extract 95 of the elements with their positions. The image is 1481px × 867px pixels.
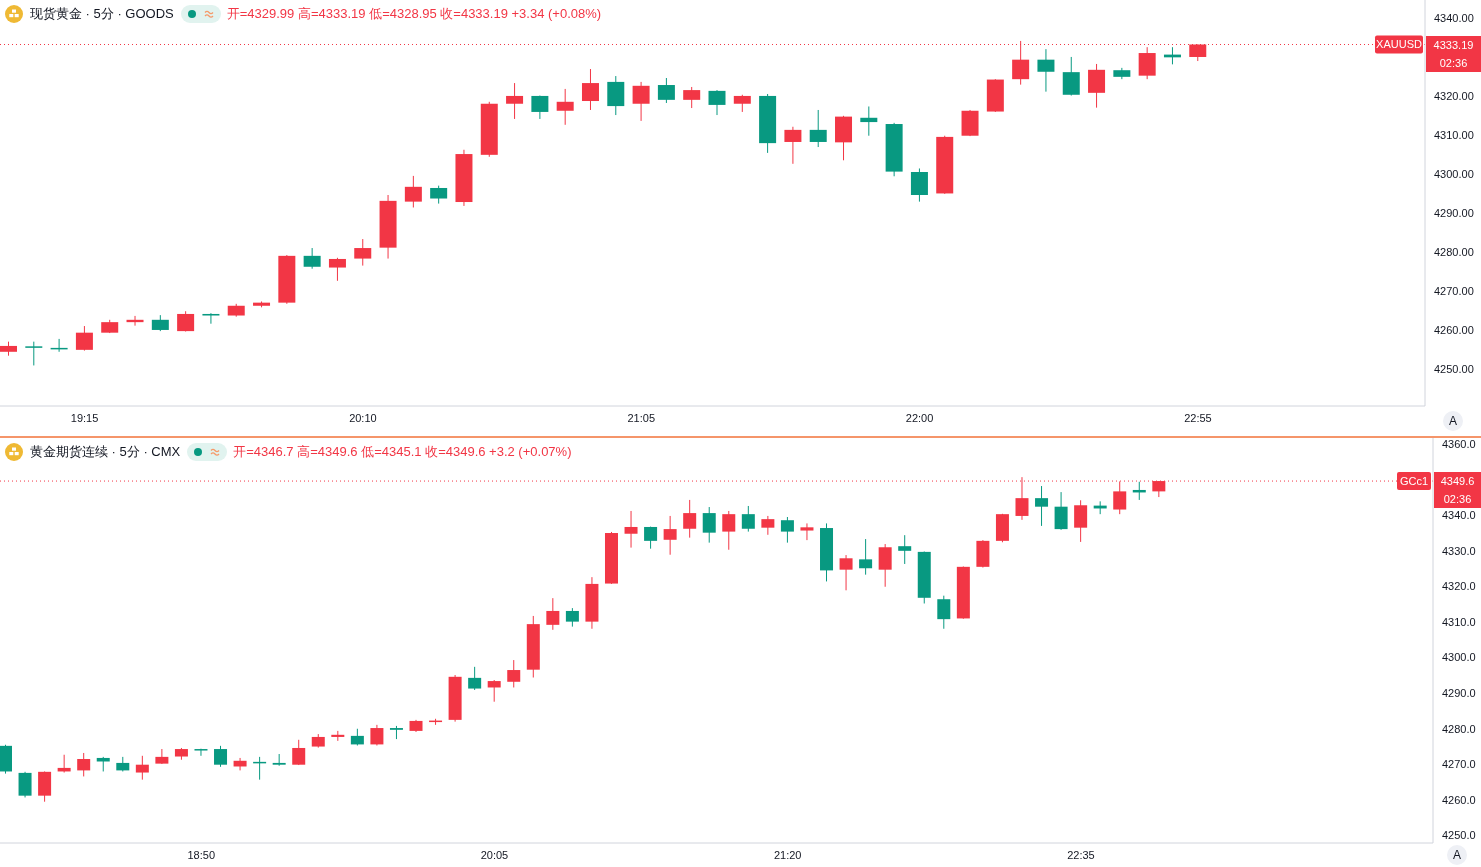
candlestick: [780, 516, 794, 544]
y-tick-label: 4310.0: [1442, 615, 1476, 628]
candlestick: [404, 175, 422, 208]
y-tick-label: 4340.0: [1442, 509, 1476, 522]
candlestick: [1054, 491, 1068, 531]
candlestick: [860, 105, 878, 137]
y-tick-label: 4290.00: [1434, 206, 1474, 219]
ref-line-label: GCc1: [1399, 474, 1429, 487]
candlestick: [328, 257, 346, 282]
candlestick: [214, 745, 228, 768]
candlestick: [910, 167, 928, 203]
x-tick-label: 20:10: [349, 411, 377, 424]
y-tick-label: 4270.00: [1434, 284, 1474, 297]
candlestick: [155, 748, 169, 765]
candlestick: [194, 748, 208, 757]
candlestick: [303, 247, 321, 270]
text: 4349.6: [1434, 472, 1481, 491]
auto-scale-button: A: [1447, 845, 1467, 865]
candlestick: [683, 499, 697, 539]
text: 02:36: [1426, 53, 1481, 72]
candlestick: [135, 755, 149, 781]
candlestick: [292, 739, 306, 766]
candlestick: [468, 666, 482, 691]
candlestick: [507, 659, 521, 688]
candlestick: [741, 505, 755, 533]
candlestick: [839, 554, 853, 591]
candlestick: [683, 86, 701, 109]
y-tick-label: 4300.00: [1434, 167, 1474, 180]
candlestick: [565, 607, 579, 628]
x-tick-label: 21:05: [627, 411, 656, 424]
text: 开=4329.99 高=4333.19 低=4328.95 收=4333.19 +3.34 (+0.08%): [226, 5, 602, 23]
candlestick: [702, 506, 716, 544]
candlestick: [632, 81, 650, 122]
y-tick-label: 4310.00: [1434, 128, 1474, 141]
candlestick: [657, 77, 675, 104]
candlestick: [761, 515, 775, 536]
x-tick-label: 19:15: [70, 411, 99, 424]
candlestick: [177, 310, 195, 333]
candlestick: [937, 595, 951, 630]
candlestick: [1074, 499, 1088, 543]
y-tick-label: 4340.00: [1434, 11, 1474, 24]
x-tick-label: 22:55: [1184, 411, 1212, 424]
candlestick: [624, 510, 638, 549]
candlestick: [898, 534, 912, 565]
candlestick: [546, 597, 560, 631]
candlestick: [809, 109, 827, 148]
y-tick-label: 4260.00: [1434, 323, 1474, 336]
candlestick: [1037, 48, 1055, 93]
y-tick-label: 4270.0: [1442, 758, 1476, 771]
candlestick: [77, 752, 91, 777]
candlestick: [75, 325, 93, 352]
text: 4333.19: [1426, 35, 1481, 54]
candlestick: [1138, 46, 1156, 80]
candlestick: [784, 126, 802, 165]
text: 现货黄金 · 5分 · GOODS: [30, 5, 174, 23]
candlestick: [1035, 485, 1049, 527]
candlestick: [18, 771, 32, 798]
candlestick: [25, 341, 43, 366]
candlestick: [506, 82, 524, 120]
candlestick: [581, 68, 599, 111]
text: 02:36: [1434, 490, 1481, 509]
candlestick: [38, 770, 52, 803]
y-tick-label: 4360.0: [1442, 437, 1476, 450]
candlestick: [1062, 56, 1080, 97]
candlestick: [202, 312, 220, 325]
y-tick-label: 4280.00: [1434, 245, 1474, 258]
auto-scale-button: A: [1443, 411, 1463, 431]
y-tick-label: 4320.0: [1442, 580, 1476, 593]
y-tick-label: 4260.0: [1442, 793, 1476, 806]
x-tick-label: 21:20: [773, 848, 802, 861]
candlestick: [556, 88, 574, 126]
y-tick-label: 4330.0: [1442, 544, 1476, 557]
y-tick-label: 4290.0: [1442, 687, 1476, 700]
candlestick: [859, 538, 873, 576]
y-tick-label: 4300.0: [1442, 651, 1476, 664]
candlestick: [663, 515, 677, 556]
candlestick: [354, 238, 372, 267]
x-tick-label: 22:35: [1067, 848, 1095, 861]
ref-line-label: XAUUSD: [1376, 38, 1422, 51]
candlestick: [370, 724, 384, 746]
x-tick-label: 18:50: [187, 848, 216, 861]
candlestick: [487, 679, 501, 703]
candlestick: [708, 89, 726, 116]
x-tick-label: 20:05: [480, 848, 509, 861]
text: 开=4346.7 高=4349.6 低=4345.1 收=4349.6 +3.2 (+0.07%): [233, 443, 572, 461]
y-tick-label: 4250.0: [1442, 829, 1476, 842]
x-tick-label: 22:00: [905, 411, 934, 424]
candlestick: [1088, 63, 1106, 109]
y-tick-label: 4280.0: [1442, 722, 1476, 735]
text: 黄金期货连续 · 5分 · CMX: [30, 443, 181, 461]
candlestick: [878, 543, 892, 588]
y-tick-label: 4250.00: [1434, 362, 1474, 375]
y-tick-label: 4320.00: [1434, 89, 1474, 102]
candlestick: [722, 510, 736, 551]
candlestick: [800, 522, 814, 541]
